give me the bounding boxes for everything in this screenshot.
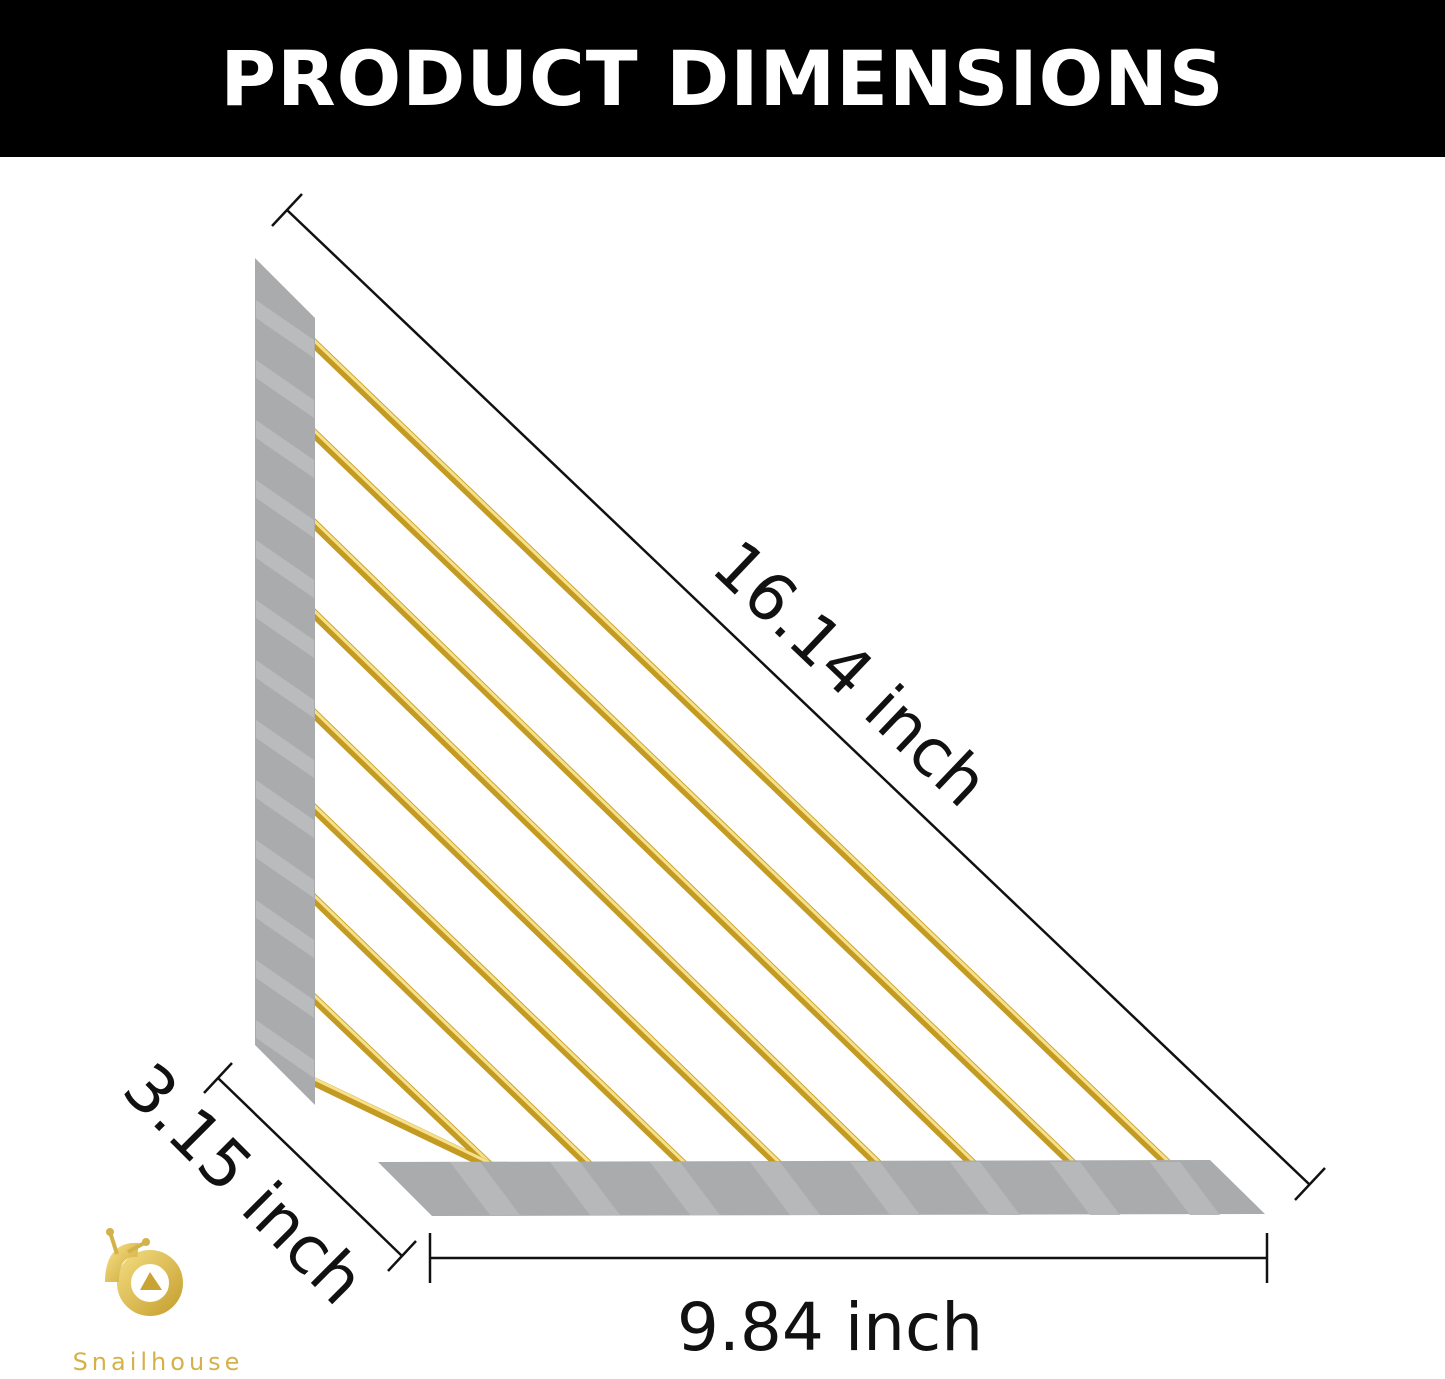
bar-ridge [256, 840, 314, 898]
gold-rod [298, 790, 687, 1165]
bar-ridge [450, 1162, 520, 1215]
gold-rod [296, 596, 884, 1170]
bar-ridge [550, 1162, 620, 1215]
bar-ridge [256, 480, 314, 538]
gold-rod [296, 696, 784, 1170]
gold-rod [298, 505, 977, 1165]
bar-ridge [256, 1020, 314, 1078]
width-dimension-line [217, 1077, 403, 1257]
gold-rod [298, 325, 1172, 1165]
title-banner: PRODUCT DIMENSIONS [0, 0, 1445, 157]
bar-ridge [256, 900, 314, 958]
gold-rod [299, 1070, 491, 1165]
gold-rods [296, 325, 1174, 1171]
gold-rod [298, 595, 882, 1165]
snailhouse-logo: Snailhouse [73, 1228, 244, 1376]
gold-rod [298, 880, 592, 1165]
gold-rod [298, 695, 782, 1165]
bar-ridge [256, 780, 314, 838]
bar-ridge [256, 660, 314, 718]
gold-rod [298, 415, 1077, 1165]
length-dimension-label: 9.84 inch [677, 1289, 983, 1366]
gold-rod [296, 506, 979, 1170]
gold-rod [296, 326, 1174, 1170]
bar-ridge [950, 1162, 1020, 1215]
diagonal-dimension-label: 16.14 inch [698, 526, 1003, 822]
bar-ridge [256, 420, 314, 478]
bar-ridge [850, 1162, 920, 1215]
bar-ridge [650, 1162, 720, 1215]
bar-ridge [256, 360, 314, 418]
dimension-lines [203, 193, 1326, 1283]
bar-ridge [750, 1162, 820, 1215]
page-title: PRODUCT DIMENSIONS [220, 34, 1225, 123]
gold-rod [298, 980, 492, 1165]
bar-ridge [256, 600, 314, 658]
diagonal-dimension-line [286, 209, 1311, 1186]
brand-name: Snailhouse [73, 1348, 244, 1376]
bar-ridge [1150, 1162, 1220, 1215]
bar-ridge [256, 300, 314, 358]
bar-ridge [256, 720, 314, 778]
gold-rod [296, 981, 494, 1170]
gold-rod [298, 1070, 492, 1171]
gold-rod [296, 416, 1079, 1170]
gold-rod [296, 791, 689, 1170]
gold-rod [296, 881, 594, 1170]
bar-ridge [256, 960, 314, 1018]
bar-ridge [256, 540, 314, 598]
bar-ridge [1050, 1162, 1120, 1215]
